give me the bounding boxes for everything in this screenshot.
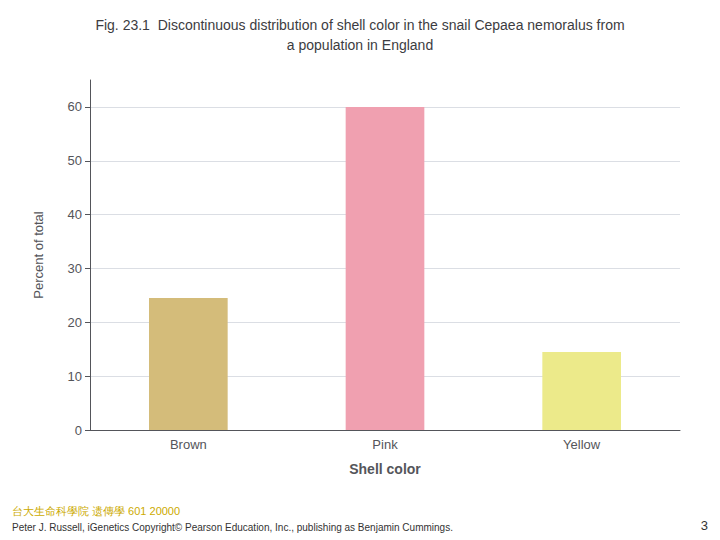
svg-text:40: 40 [68,207,82,222]
svg-text:Shell color: Shell color [349,461,421,477]
svg-text:Fig. 23.1 Discontinuous distr: Fig. 23.1 Discontinuous distribution of … [95,17,624,33]
svg-text:20: 20 [68,315,82,330]
svg-text:Percent of total: Percent of total [31,211,46,299]
svg-text:10: 10 [68,369,82,384]
svg-text:台大生命科學院 遗傳學 601 20000: 台大生命科學院 遗傳學 601 20000 [12,505,180,517]
svg-text:Yellow: Yellow [563,437,601,452]
svg-text:Brown: Brown [170,437,207,452]
svg-text:0: 0 [75,423,82,438]
svg-text:60: 60 [68,99,82,114]
svg-text:50: 50 [68,153,82,168]
svg-text:a population in England: a population in England [287,37,433,53]
svg-text:3: 3 [701,518,708,533]
svg-text:30: 30 [68,261,82,276]
svg-text:Pink: Pink [372,437,398,452]
svg-text:Peter J. Russell, iGenetics Co: Peter J. Russell, iGenetics Copyright© P… [12,522,453,533]
